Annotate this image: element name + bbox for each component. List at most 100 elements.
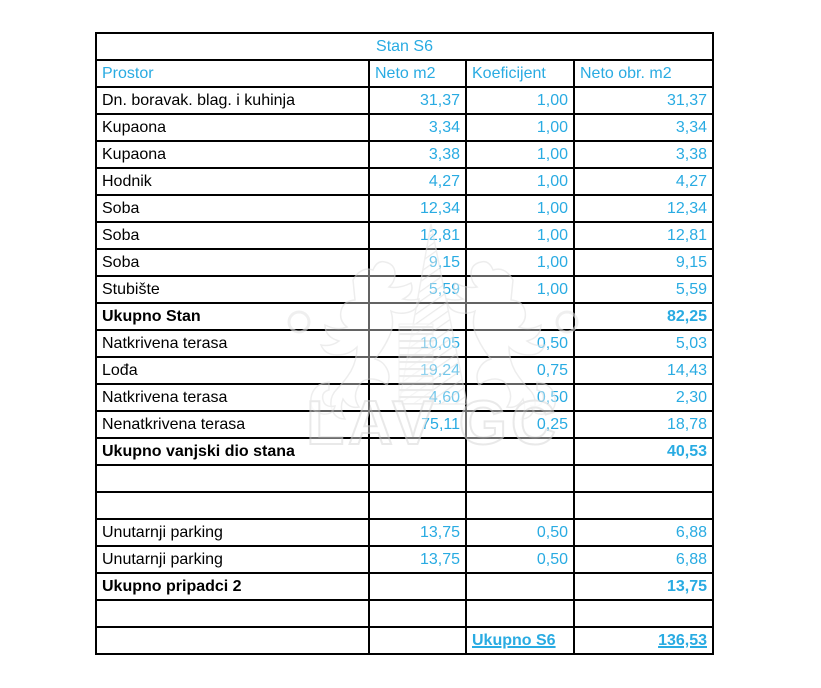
- table-row: Nenatkrivena terasa 75,11 0,25 18,78: [95, 410, 714, 439]
- table-row: Soba 12,81 1,00 12,81: [95, 221, 714, 250]
- cell-value: 82,25: [573, 302, 714, 331]
- cell-value: 40,53: [573, 437, 714, 466]
- grand-total-value: 136,53: [573, 626, 714, 655]
- cell-label: Ukupno vanjski dio stana: [95, 437, 370, 466]
- table-row: Unutarnji parking 13,75 0,50 6,88: [95, 545, 714, 574]
- cell-value: [368, 464, 467, 493]
- cell-value: 12,81: [573, 221, 714, 250]
- cell-value: [368, 302, 467, 331]
- cell-label: Hodnik: [95, 167, 370, 196]
- cell-value: 3,38: [573, 140, 714, 169]
- cell-label: Kupaona: [95, 113, 370, 142]
- table-row: Stubište 5,59 1,00 5,59: [95, 275, 714, 304]
- cell-value: 13,75: [368, 545, 467, 574]
- table-row: Lođa 19,24 0,75 14,43: [95, 356, 714, 385]
- cell-value: 3,34: [573, 113, 714, 142]
- spacer-row: [95, 464, 714, 493]
- cell-value: 5,03: [573, 329, 714, 358]
- cell-value: 0,75: [465, 356, 575, 385]
- cell-label: Soba: [95, 248, 370, 277]
- cell-value: 18,78: [573, 410, 714, 439]
- cell-value: 0,50: [465, 545, 575, 574]
- column-header-prostor: Prostor: [95, 59, 370, 88]
- cell-label: Natkrivena terasa: [95, 383, 370, 412]
- cell-value: 12,81: [368, 221, 467, 250]
- cell-label: Soba: [95, 194, 370, 223]
- cell-value: [465, 437, 575, 466]
- table-row: Unutarnji parking 13,75 0,50 6,88: [95, 518, 714, 547]
- cell-label: Nenatkrivena terasa: [95, 410, 370, 439]
- cell-value: 0,25: [465, 410, 575, 439]
- table-row: Natkrivena terasa 10,05 0,50 5,03: [95, 329, 714, 358]
- column-header-neto-m2: Neto m2: [368, 59, 467, 88]
- cell-value: 14,43: [573, 356, 714, 385]
- cell-label: [95, 626, 370, 655]
- cell-value: 19,24: [368, 356, 467, 385]
- table-row: [95, 491, 714, 520]
- cell-label: Dn. boravak. blag. i kuhinja: [95, 86, 370, 115]
- cell-label: Unutarnji parking: [95, 518, 370, 547]
- grand-total-label: Ukupno S6: [465, 626, 575, 655]
- cell-value: 0,50: [465, 329, 575, 358]
- table-row: Dn. boravak. blag. i kuhinja 31,37 1,00 31,…: [95, 86, 714, 115]
- cell-label: Lođa: [95, 356, 370, 385]
- cell-value: 9,15: [368, 248, 467, 277]
- cell-value: [368, 491, 467, 520]
- table-row: Soba 9,15 1,00 9,15: [95, 248, 714, 277]
- cell-value: 9,15: [573, 248, 714, 277]
- cell-value: [368, 572, 467, 601]
- column-header-neto-obr-m2: Neto obr. m2: [573, 59, 714, 88]
- cell-value: 2,30: [573, 383, 714, 412]
- cell-label: Natkrivena terasa: [95, 329, 370, 358]
- cell-value: 5,59: [573, 275, 714, 304]
- cell-label: Soba: [95, 221, 370, 250]
- table-row: Natkrivena terasa 4,60 0,50 2,30: [95, 383, 714, 412]
- table-row: Hodnik 4,27 1,00 4,27: [95, 167, 714, 196]
- cell-value: 0,50: [465, 383, 575, 412]
- cell-value: 6,88: [573, 545, 714, 574]
- cell-value: 0,50: [465, 518, 575, 547]
- cell-value: [368, 626, 467, 655]
- cell-value: [465, 464, 575, 493]
- cell-value: 13,75: [368, 518, 467, 547]
- cell-value: [573, 599, 714, 628]
- cell-label: [95, 491, 370, 520]
- cell-value: [368, 437, 467, 466]
- cell-value: 1,00: [465, 113, 575, 142]
- grand-total-row: Ukupno S6 136,53: [95, 626, 714, 655]
- cell-value: [573, 464, 714, 493]
- cell-value: 5,59: [368, 275, 467, 304]
- cell-value: 3,38: [368, 140, 467, 169]
- table-row: Kupaona 3,38 1,00 3,38: [95, 140, 714, 169]
- total-row: Ukupno vanjski dio stana 40,53: [95, 437, 714, 466]
- cell-value: 4,27: [368, 167, 467, 196]
- cell-label: Ukupno Stan: [95, 302, 370, 331]
- cell-label: Ukupno pripadci 2: [95, 572, 370, 601]
- cell-value: 1,00: [465, 248, 575, 277]
- table-row: [95, 599, 714, 628]
- cell-value: 3,34: [368, 113, 467, 142]
- column-header-row: Prostor Neto m2 Koeficijent Neto obr. m2: [95, 59, 714, 88]
- cell-value: 31,37: [368, 86, 467, 115]
- cell-value: 1,00: [465, 140, 575, 169]
- cell-value: [465, 302, 575, 331]
- total-row: Ukupno pripadci 2 13,75: [95, 572, 714, 601]
- cell-value: 1,00: [465, 86, 575, 115]
- table-row: Soba 12,34 1,00 12,34: [95, 194, 714, 223]
- cell-label: [95, 599, 370, 628]
- apartment-area-table: Stan S6 Prostor Neto m2 Koeficijent Neto…: [95, 32, 714, 655]
- cell-value: 6,88: [573, 518, 714, 547]
- cell-value: [465, 491, 575, 520]
- cell-value: 1,00: [465, 275, 575, 304]
- cell-value: 13,75: [573, 572, 714, 601]
- cell-value: 4,27: [573, 167, 714, 196]
- cell-value: 4,60: [368, 383, 467, 412]
- cell-label: Kupaona: [95, 140, 370, 169]
- cell-value: 75,11: [368, 410, 467, 439]
- table-title: Stan S6: [95, 32, 714, 61]
- cell-value: 1,00: [465, 221, 575, 250]
- cell-value: 1,00: [465, 167, 575, 196]
- cell-label: Stubište: [95, 275, 370, 304]
- column-header-koeficijent: Koeficijent: [465, 59, 575, 88]
